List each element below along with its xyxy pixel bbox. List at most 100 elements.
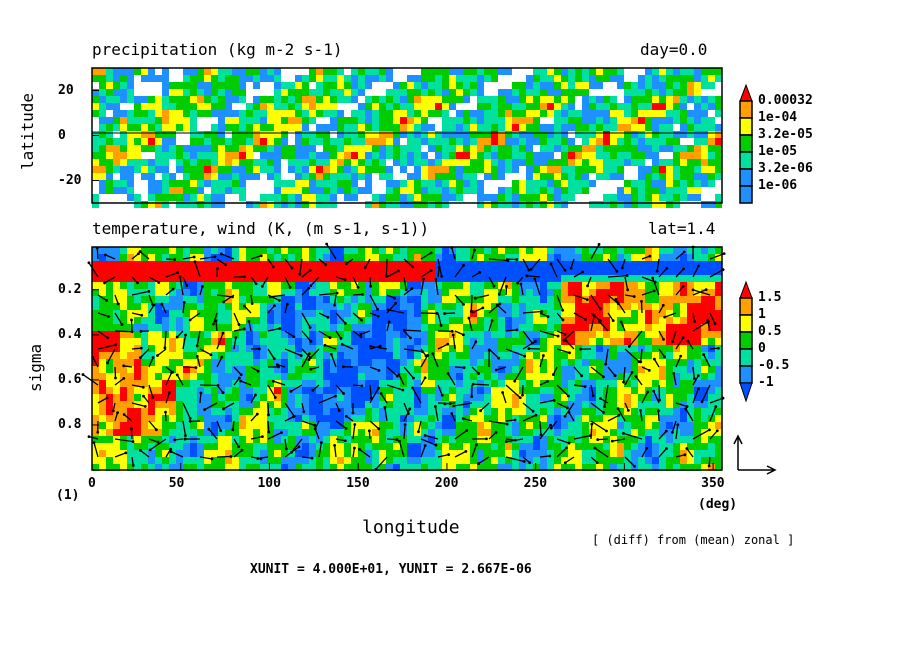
temperature-cell: [260, 450, 267, 457]
temperature-cell: [603, 366, 610, 373]
precip-cell: [316, 145, 323, 152]
precip-cell: [540, 96, 547, 103]
precip-cell: [344, 89, 351, 96]
temperature-cell: [519, 317, 526, 324]
precip-cell: [239, 110, 246, 117]
wind-vector-head: [394, 301, 398, 305]
wind-vector-head: [443, 312, 446, 315]
precip-cell: [246, 180, 253, 187]
temperature-cell: [505, 303, 512, 310]
temperature-cell: [274, 408, 281, 415]
temperature-cell: [540, 289, 547, 296]
temperature-cell: [561, 345, 568, 352]
precip-cell: [141, 124, 148, 131]
temperature-cell: [540, 422, 547, 429]
precip-cell: [365, 89, 372, 96]
temperature-cell: [414, 261, 421, 268]
precip-cell: [190, 201, 197, 208]
temperature-cell: [456, 247, 463, 254]
temperature-cell: [225, 261, 232, 268]
temperature-cell: [169, 359, 176, 366]
precip-cell: [295, 201, 302, 208]
temperature-cell: [631, 296, 638, 303]
temperature-cell: [505, 254, 512, 261]
temperature-cell: [477, 450, 484, 457]
precip-cell: [232, 159, 239, 166]
temperature-cell: [386, 429, 393, 436]
precip-cell: [155, 180, 162, 187]
precip-cell: [652, 201, 659, 208]
temperature-cell: [344, 303, 351, 310]
precip-cell: [715, 180, 722, 187]
temperature-cell: [225, 317, 232, 324]
temperature-cell: [295, 345, 302, 352]
temperature-cell: [386, 296, 393, 303]
wind-vector-head: [308, 269, 312, 272]
temperature-cell: [617, 464, 624, 471]
precip-cell: [281, 166, 288, 173]
temperature-cell: [295, 464, 302, 471]
wind-vector-head: [473, 248, 476, 252]
temperature-cell: [260, 296, 267, 303]
temperature-cell: [253, 289, 260, 296]
precip-cell: [260, 159, 267, 166]
precip-cell: [421, 82, 428, 89]
wind-vector-head: [411, 265, 414, 268]
temperature-cell: [295, 394, 302, 401]
precip-cell: [463, 131, 470, 138]
temperature-cell: [631, 261, 638, 268]
temperature-cell: [680, 254, 687, 261]
temperature-cell: [176, 408, 183, 415]
precip-cell: [309, 103, 316, 110]
temperature-cell: [694, 359, 701, 366]
temperature-cell: [624, 415, 631, 422]
temperature-cell: [239, 436, 246, 443]
temperature-cell: [169, 296, 176, 303]
wind-vector-head: [584, 318, 588, 322]
temperature-cell: [596, 422, 603, 429]
temperature-cell: [645, 443, 652, 450]
temperature-cell: [547, 443, 554, 450]
precip-cell: [393, 96, 400, 103]
precip-cell: [449, 194, 456, 201]
temperature-cell: [372, 401, 379, 408]
precip-cell: [302, 145, 309, 152]
temperature-cell: [225, 310, 232, 317]
temperature-cell: [519, 464, 526, 471]
precip-cell: [715, 68, 722, 75]
temperature-cell: [197, 401, 204, 408]
temperature-cell: [582, 324, 589, 331]
temperature-cell: [701, 359, 708, 366]
temperature-cell: [400, 352, 407, 359]
temperature-cell: [113, 275, 120, 282]
precip-cell: [323, 131, 330, 138]
temperature-cell: [323, 331, 330, 338]
wind-vector: [675, 285, 684, 296]
temperature-cell: [393, 310, 400, 317]
temperature-cell: [316, 401, 323, 408]
precip-cell: [624, 138, 631, 145]
temperature-cell: [540, 282, 547, 289]
temperature-cell: [372, 387, 379, 394]
precip-cell: [624, 117, 631, 124]
precip-cell: [603, 145, 610, 152]
temperature-cell: [204, 394, 211, 401]
temperature-cell: [456, 457, 463, 464]
temperature-cell: [470, 338, 477, 345]
temperature-cell: [169, 282, 176, 289]
precip-cell: [442, 159, 449, 166]
precip-cell: [267, 159, 274, 166]
temperature-cell: [477, 352, 484, 359]
temperature-cell: [232, 464, 239, 471]
precip-cell: [519, 166, 526, 173]
temperature-cell: [309, 450, 316, 457]
temperature-cell: [183, 317, 190, 324]
precip-cell: [449, 173, 456, 180]
precip-cell: [512, 173, 519, 180]
temperature-cell: [218, 450, 225, 457]
precip-cell: [141, 96, 148, 103]
precip-cell: [673, 131, 680, 138]
temperature-cell: [127, 443, 134, 450]
precip-cell: [372, 180, 379, 187]
temperature-cell: [323, 310, 330, 317]
